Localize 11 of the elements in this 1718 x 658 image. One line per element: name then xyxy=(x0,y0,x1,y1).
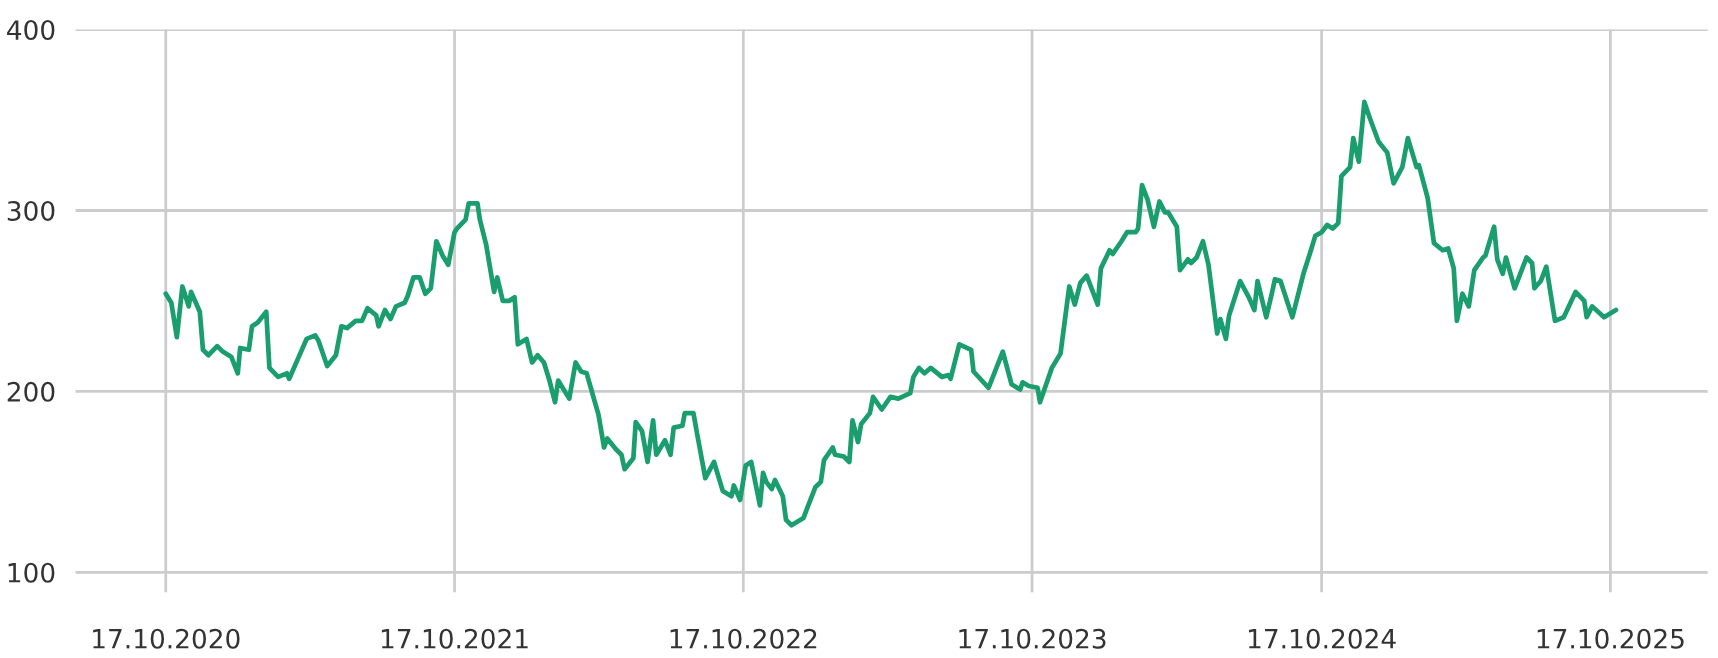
x-tick-label: 17.10.2024 xyxy=(1248,628,1396,649)
line-series xyxy=(163,99,1619,528)
y-tick-label: 400 xyxy=(7,20,55,41)
x-tick-label: 17.10.2021 xyxy=(381,628,528,649)
y-tick-label: 200 xyxy=(7,381,55,402)
y-tick-label: 100 xyxy=(8,562,55,583)
x-tick-label: 17.10.2025 xyxy=(1537,628,1684,649)
x-tick-label: 17.10.2023 xyxy=(959,628,1106,649)
x-tick-label: 17.10.2022 xyxy=(670,628,817,649)
y-tick-label: 300 xyxy=(7,200,55,221)
x-tick-label: 17.10.2020 xyxy=(93,628,240,649)
